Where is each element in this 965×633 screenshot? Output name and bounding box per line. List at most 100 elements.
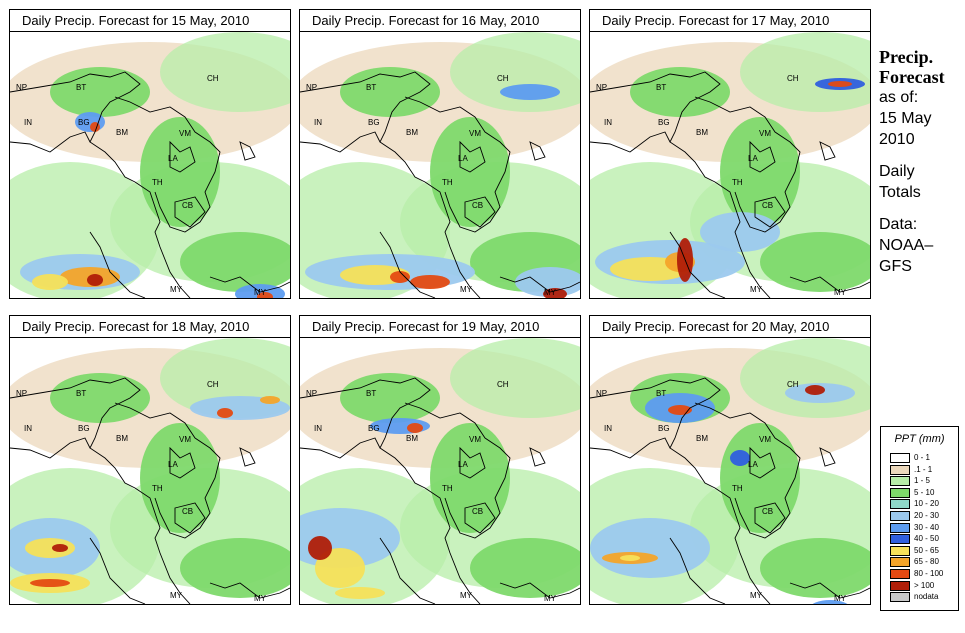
country-border: [694, 402, 801, 539]
precip-region: [90, 122, 100, 132]
country-label-vm: VM: [759, 129, 771, 138]
country-label-ch: CH: [497, 380, 509, 389]
country-border: [89, 537, 146, 604]
precip-region: [620, 555, 640, 561]
country-border: [169, 446, 196, 479]
country-label-np: NP: [306, 389, 317, 398]
country-label-ch: CH: [207, 380, 219, 389]
country-label-in: IN: [314, 118, 322, 127]
country-border: [239, 447, 256, 467]
country-label-th: TH: [732, 178, 743, 187]
panel-title: Daily Precip. Forecast for 15 May, 2010: [10, 10, 290, 32]
precip-region: [515, 267, 580, 297]
precip-region: [50, 373, 150, 423]
precip-region: [730, 450, 750, 466]
country-label-ch: CH: [207, 74, 219, 83]
country-label-np: NP: [16, 83, 27, 92]
country-label-th: TH: [152, 484, 163, 493]
precip-region: [87, 274, 103, 286]
precip-map: NPBTINBGBMCHVMLATHCBMYIDMYID: [590, 32, 870, 298]
country-label-vm: VM: [469, 129, 481, 138]
legend-label: 80 - 100: [914, 569, 944, 578]
sidebar-info: Precip. Forecast as of: 15 May 2010 Dail…: [879, 47, 965, 277]
legend-swatch: [890, 522, 910, 533]
country-border: [10, 131, 91, 153]
precip-region: [410, 275, 450, 289]
country-border: [300, 131, 381, 153]
country-border: [754, 502, 786, 534]
precip-region: [340, 373, 440, 423]
country-border: [459, 446, 486, 479]
legend-item: 5 - 10: [890, 487, 960, 498]
legend-item: 40 - 50: [890, 534, 960, 545]
legend-item: > 100: [890, 580, 960, 591]
country-label-in: IN: [314, 424, 322, 433]
precip-region: [630, 67, 730, 117]
country-border: [819, 447, 836, 467]
country-label-bg: BG: [658, 118, 670, 127]
country-label-la: LA: [748, 460, 758, 469]
sidebar-heading-line1: Precip.: [879, 47, 934, 67]
country-label-th: TH: [732, 484, 743, 493]
precip-region: [407, 423, 423, 433]
precip-map: NPBTINBGBMCHVMLATHCBMYIDMYID: [10, 32, 290, 298]
country-label-cb: CB: [762, 201, 773, 210]
forecast-panel-may20: Daily Precip. Forecast for 20 May, 2010 …: [589, 315, 871, 605]
legend-swatch: [890, 534, 910, 545]
country-label-np: NP: [596, 389, 607, 398]
country-label-in: IN: [604, 424, 612, 433]
precip-region: [260, 396, 280, 404]
country-label-my2: MY: [254, 594, 267, 603]
precip-region: [308, 536, 332, 560]
legend-label: 10 - 20: [914, 499, 939, 509]
country-label-bg: BG: [368, 118, 380, 127]
country-label-vm: VM: [179, 129, 191, 138]
country-border: [379, 231, 436, 298]
legend-swatch: [890, 453, 910, 463]
country-border: [459, 140, 486, 173]
country-label-bt: BT: [76, 389, 86, 398]
country-label-bm: BM: [116, 434, 128, 443]
country-label-bt: BT: [656, 389, 666, 398]
country-label-my2: MY: [254, 288, 267, 297]
forecast-panel-may18: Daily Precip. Forecast for 18 May, 2010 …: [9, 315, 291, 605]
country-label-vm: VM: [179, 435, 191, 444]
country-border: [789, 582, 870, 599]
legend-label: .1 - 1: [914, 464, 933, 474]
country-label-my2: MY: [544, 288, 557, 297]
country-label-cb: CB: [762, 507, 773, 516]
country-label-bt: BT: [656, 83, 666, 92]
panel-title: Daily Precip. Forecast for 17 May, 2010: [590, 10, 870, 32]
forecast-panel-may16: Daily Precip. Forecast for 16 May, 2010 …: [299, 9, 581, 299]
precip-region: [315, 548, 365, 588]
legend-swatch: [890, 511, 910, 521]
country-label-bm: BM: [696, 128, 708, 137]
precip-region: [160, 32, 290, 112]
precip-region: [805, 385, 825, 395]
legend-item: 0 - 1: [890, 453, 960, 463]
country-label-th: TH: [442, 178, 453, 187]
precip-region: [25, 538, 75, 558]
country-border: [239, 141, 256, 161]
precip-region: [470, 538, 580, 598]
precip-region: [812, 600, 848, 604]
country-label-bm: BM: [696, 434, 708, 443]
country-border: [114, 96, 221, 233]
precip-region: [30, 579, 70, 587]
country-border: [379, 537, 436, 604]
country-border: [749, 140, 776, 173]
country-label-my: MY: [750, 285, 763, 294]
country-border: [529, 141, 546, 161]
country-label-bt: BT: [366, 83, 376, 92]
country-border: [819, 141, 836, 161]
country-label-la: LA: [168, 460, 178, 469]
precip-region: [335, 587, 385, 599]
precip-map: NPBTINBGBMCHVMLATHCBMYIDMYID: [300, 32, 580, 298]
legend-item: 20 - 30: [890, 511, 960, 521]
forecast-panel-may17: Daily Precip. Forecast for 17 May, 2010 …: [589, 9, 871, 299]
country-border: [404, 402, 511, 539]
data-source-line2: NOAA–: [879, 237, 934, 254]
country-label-np: NP: [16, 389, 27, 398]
legend-label: 20 - 30: [914, 511, 939, 520]
country-border: [590, 131, 671, 153]
